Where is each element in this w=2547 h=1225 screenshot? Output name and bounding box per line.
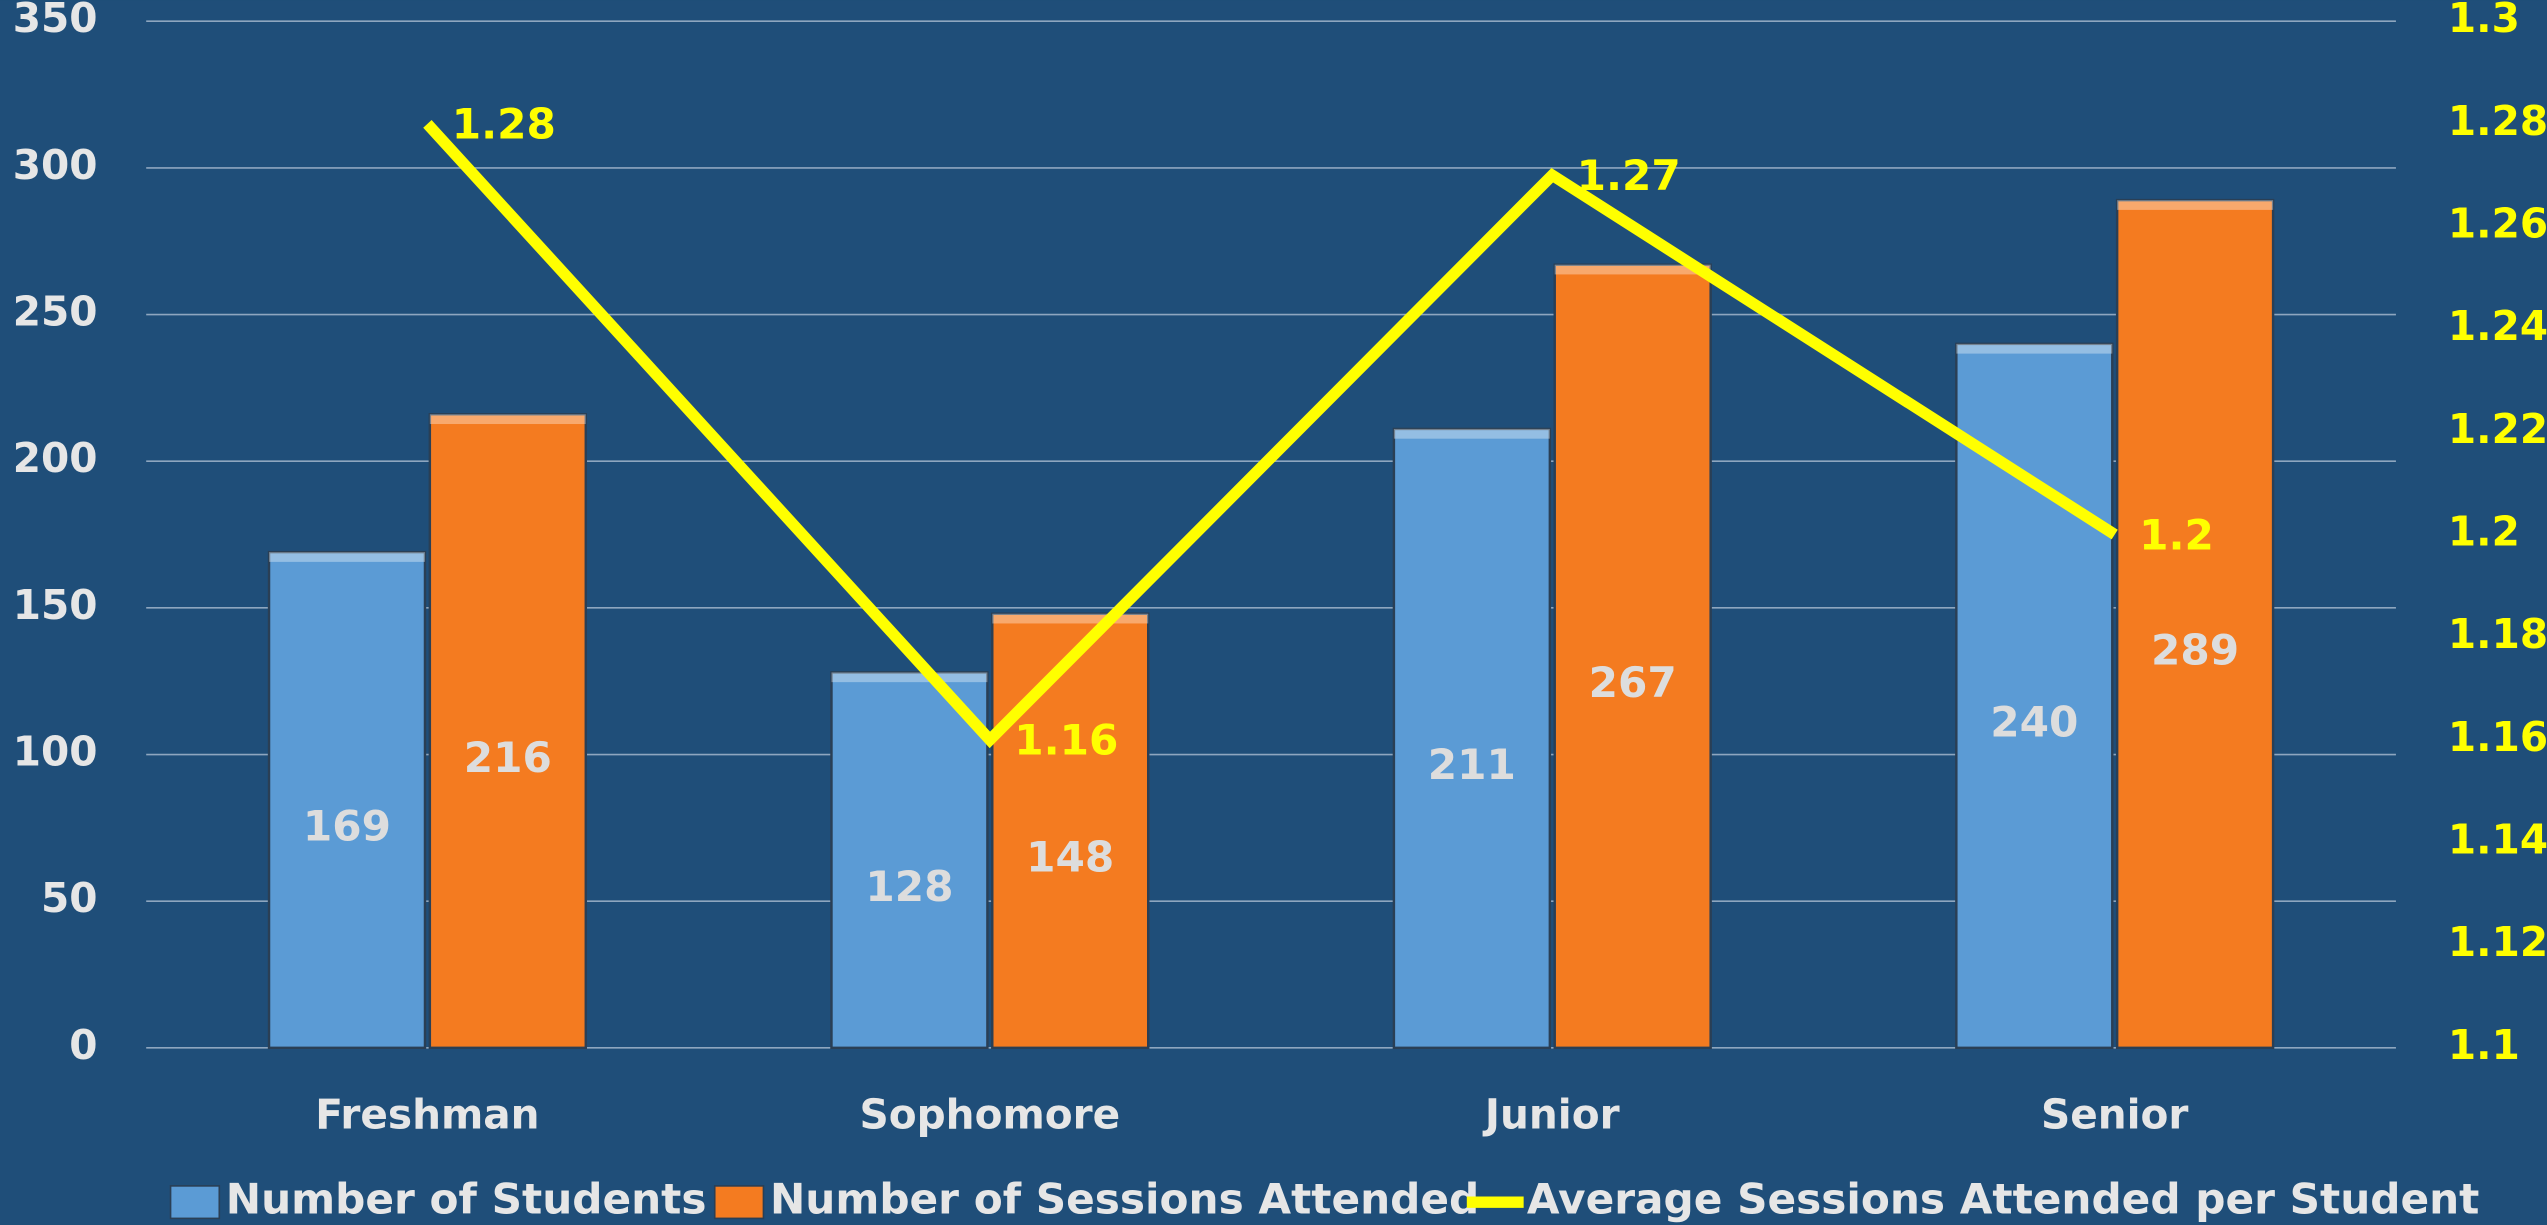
y2-tick-label: 1.24 (2448, 302, 2547, 350)
bar (1553, 263, 1712, 1050)
bar (428, 413, 588, 1050)
bar-highlight (1956, 343, 2113, 354)
data-label: 267 (1589, 658, 1677, 707)
bar-highlight (1393, 428, 1550, 439)
bar-highlight (269, 552, 425, 562)
x-tick-label: Junior (1482, 1091, 1620, 1139)
bar (2115, 198, 2275, 1050)
y2-tick-label: 1.1 (2448, 1021, 2520, 1069)
y-tick-label: 50 (41, 874, 98, 922)
legend-swatch (169, 1185, 221, 1220)
bar-highlight (2117, 200, 2274, 210)
data-label: 128 (865, 862, 953, 911)
y-tick-label: 250 (13, 288, 98, 336)
bar-highlight (831, 672, 988, 683)
bar (830, 671, 989, 1050)
y2-tick-label: 1.26 (2448, 200, 2547, 248)
y2-tick-label: 1.18 (2448, 610, 2547, 658)
bar (1955, 342, 2114, 1050)
data-label: 216 (464, 733, 552, 782)
legend-label: Number of Sessions Attended (770, 1175, 1479, 1224)
y2-tick-label: 1.2 (2448, 508, 2520, 556)
y-tick-label: 150 (13, 581, 98, 629)
bar-highlight (429, 414, 586, 425)
y-tick-label: 200 (13, 434, 98, 482)
y-tick-label: 350 (13, 0, 98, 42)
bar-highlight (1554, 264, 1711, 275)
legend-label: Average Sessions Attended per Student (1527, 1175, 2479, 1224)
bar (991, 612, 1150, 1050)
y2-tick-label: 1.28 (2448, 97, 2547, 145)
bar (1392, 427, 1552, 1050)
x-tick-label: Sophomore (859, 1091, 1120, 1139)
line-label: 1.16 (1014, 716, 1118, 765)
line-label: 1.2 (2139, 510, 2214, 559)
x-tick-label: Freshman (315, 1091, 539, 1139)
y-tick-label: 100 (13, 728, 98, 776)
data-label: 240 (1990, 698, 2078, 747)
data-label: 289 (2151, 626, 2239, 675)
y2-tick-label: 1.14 (2448, 816, 2547, 864)
data-label: 169 (303, 802, 391, 851)
x-tick-label: Senior (2041, 1091, 2189, 1139)
legend-label: Number of Students (226, 1175, 707, 1224)
y2-tick-label: 1.3 (2448, 0, 2520, 42)
bar-highlight (992, 613, 1149, 624)
y2-tick-label: 1.22 (2448, 405, 2547, 453)
data-label: 148 (1026, 833, 1114, 882)
y2-tick-label: 1.12 (2448, 918, 2547, 966)
bar (267, 550, 427, 1050)
line-label: 1.27 (1577, 151, 1681, 200)
line-label: 1.28 (452, 100, 556, 149)
y-tick-label: 300 (13, 141, 98, 189)
data-label: 211 (1428, 740, 1516, 789)
line (423, 120, 2118, 749)
y2-tick-label: 1.16 (2448, 713, 2547, 761)
y-tick-label: 0 (69, 1021, 97, 1069)
legend-swatch (713, 1185, 765, 1220)
